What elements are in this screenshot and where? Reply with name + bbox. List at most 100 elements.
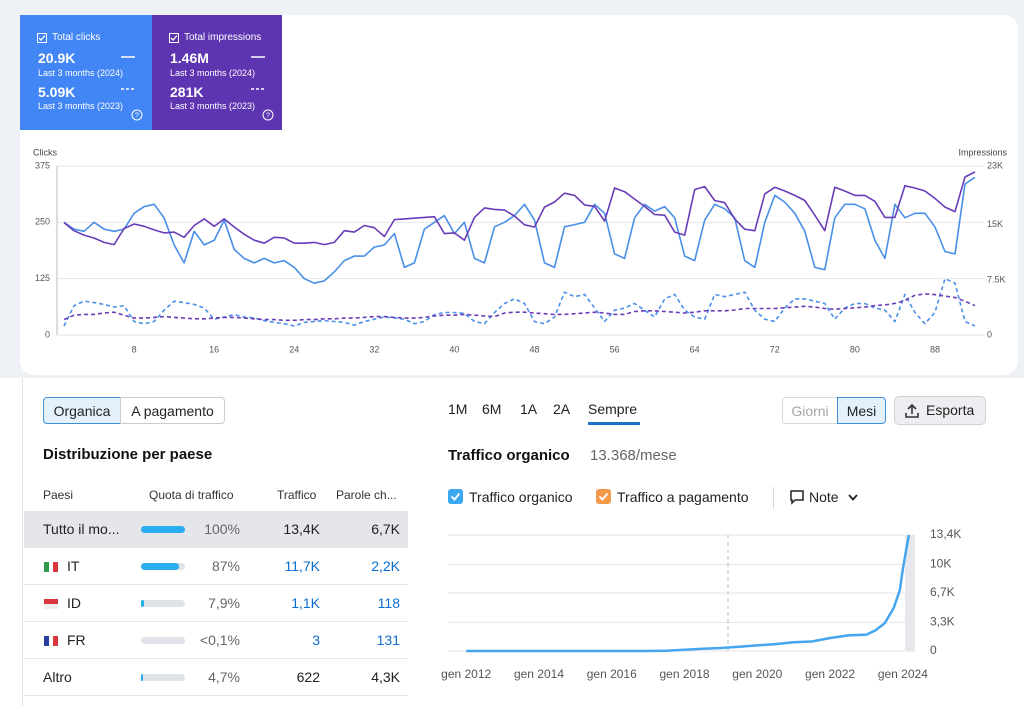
x-tick-label: 64 [690,344,700,354]
x-tick-label: 16 [209,344,219,354]
flag-stripe [53,636,59,646]
x-tick-label: 48 [530,344,540,354]
checkbox[interactable] [37,33,47,43]
country-name: IT [67,558,80,574]
series-line [63,176,976,284]
traffic-value: 13,4K [283,521,320,537]
checkbox[interactable] [448,489,464,505]
line-style-icons [121,56,135,90]
country-name: FR [67,632,86,648]
traffic-value[interactable]: 3 [312,632,320,648]
share-bar [141,600,145,607]
legend-label[interactable]: Traffico a pagamento [617,489,749,505]
flag-stripe [48,636,54,646]
impressions-card[interactable]: Total impressions 1.46M Last 3 months (2… [152,15,282,130]
notes-label[interactable]: Note [809,489,839,505]
row-border [24,695,408,696]
chevron[interactable] [847,493,859,503]
column-header: Paesi [43,488,74,502]
card-label: Total impressions [184,32,262,43]
column-header: Traffico [277,488,317,502]
help-icon[interactable]: ? [131,109,143,121]
flag-stripe [53,562,59,572]
y-tick-label: 3,3K [930,615,955,629]
share-label: 100% [204,521,240,537]
period-tab[interactable]: 2A [553,401,571,417]
card-period: Last 3 months (2023) [170,101,256,111]
svg-text:?: ? [135,112,139,119]
share-label: 4,7% [208,669,240,685]
chart-subtitle: 13.368/mese [590,447,677,464]
keywords-value[interactable]: 2,2K [371,558,400,574]
divider [773,487,774,509]
checkbox[interactable] [169,33,179,43]
share-bar [141,526,185,533]
granularity-button[interactable]: Mesi [837,397,886,424]
card-value: 1.46M [170,50,209,66]
period-tab[interactable]: 6M [482,401,502,417]
share-track [141,674,185,681]
checkbox[interactable] [596,489,612,505]
share-label: 87% [211,558,240,574]
series-line [63,293,976,322]
x-tick-label: 56 [610,344,620,354]
y2-tick-label: 23K [987,160,1003,170]
column-header: Quota di traffico [149,488,234,502]
row-border [24,658,408,659]
x-tick-label: gen 2024 [878,667,928,681]
x-tick-label: gen 2016 [587,667,637,681]
traffic-value[interactable]: 1,1K [291,595,320,611]
y2-tick-label: 0 [987,329,992,339]
row-border [24,547,408,548]
y-tick-label: 0 [45,329,50,339]
row-highlight [24,511,408,548]
note-icon[interactable] [789,489,805,505]
y-tick-label: 250 [35,217,50,227]
keywords-value[interactable]: 131 [376,632,400,648]
help-icon[interactable]: ? [262,109,274,121]
clicks-card[interactable]: Total clicks 20.9K Last 3 months (2024) … [20,15,152,130]
share-label: <0,1% [199,632,240,648]
x-tick-label: 88 [930,344,940,354]
traffic-value[interactable]: 11,7K [284,558,320,574]
y2-tick-label: 7.5K [987,274,1006,284]
divider [22,378,23,706]
svg-text:?: ? [266,112,270,119]
series-line [466,534,911,653]
x-tick-label: gen 2018 [660,667,710,681]
keywords-value[interactable]: 118 [377,595,400,611]
legend-label[interactable]: Traffico organico [469,489,573,505]
share-bar [141,674,144,681]
country-name: Tutto il mo... [43,521,120,537]
x-tick-label: gen 2020 [732,667,782,681]
x-tick-label: gen 2014 [514,667,564,681]
x-tick-label: gen 2022 [805,667,855,681]
card-value: 5.09K [38,84,76,100]
card-value: 20.9K [38,50,76,66]
y2-axis-title: Impressions [958,147,1007,157]
export-label: Esporta [926,402,975,418]
period-tab[interactable]: 1A [520,401,538,417]
traffic-value: 622 [296,669,320,685]
line-style-icons [251,56,265,90]
toggle-button[interactable]: Organica [43,397,121,424]
flag-stripe [44,562,49,572]
share-bar [141,563,180,570]
toggle-button[interactable]: A pagamento [120,397,225,424]
x-tick-label: 32 [369,344,379,354]
flag [44,636,59,646]
series-line [63,171,976,246]
period-tab[interactable]: 1M [448,401,468,417]
period-tab[interactable]: Sempre [588,401,638,417]
y-tick-label: 10K [930,557,951,571]
card-period: Last 3 months (2024) [170,68,256,78]
keywords-value: 6,7K [371,521,400,537]
flag [44,562,59,572]
export-button[interactable]: Esporta [894,396,986,425]
x-tick-label: 72 [770,344,780,354]
share-track [141,600,185,607]
series-line [63,277,976,327]
y-tick-label: 0 [930,643,937,657]
